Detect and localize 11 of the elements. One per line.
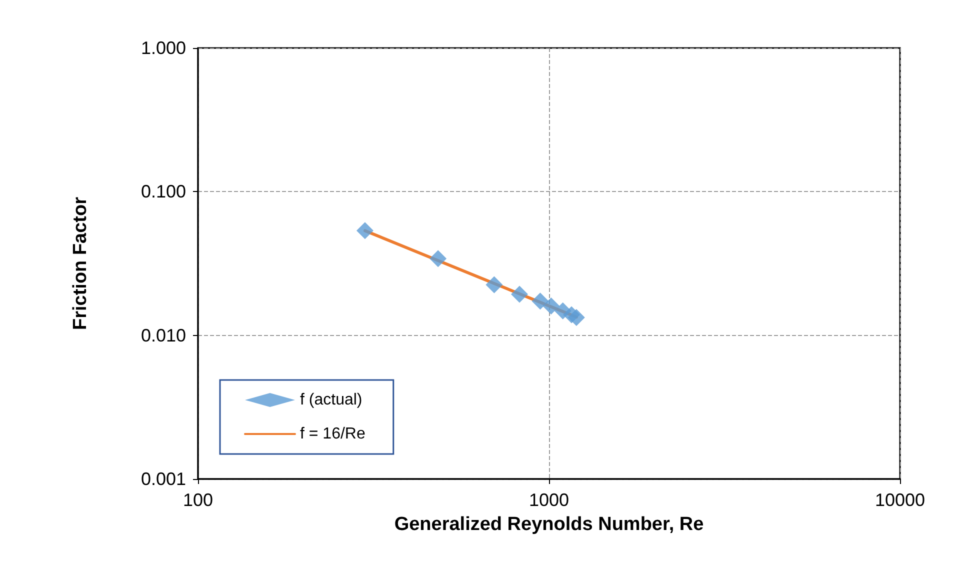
y-tick-label: 0.100 (140, 182, 186, 202)
legend-label: f (actual) (300, 392, 362, 408)
x-tick-label: 100 (182, 490, 214, 510)
x-tick-label: 1000 (528, 490, 570, 510)
x-tick-label: 10000 (874, 490, 926, 510)
y-tick-label: 1.000 (140, 38, 186, 58)
y-tick-label: 0.010 (140, 325, 186, 346)
legend-label: f = 16/Re (300, 426, 366, 442)
y-tick-label: 0.001 (140, 469, 186, 489)
x-axis-title: Generalized Reynolds Number, Re (394, 514, 704, 535)
y-axis-title: Friction Factor (70, 196, 91, 330)
